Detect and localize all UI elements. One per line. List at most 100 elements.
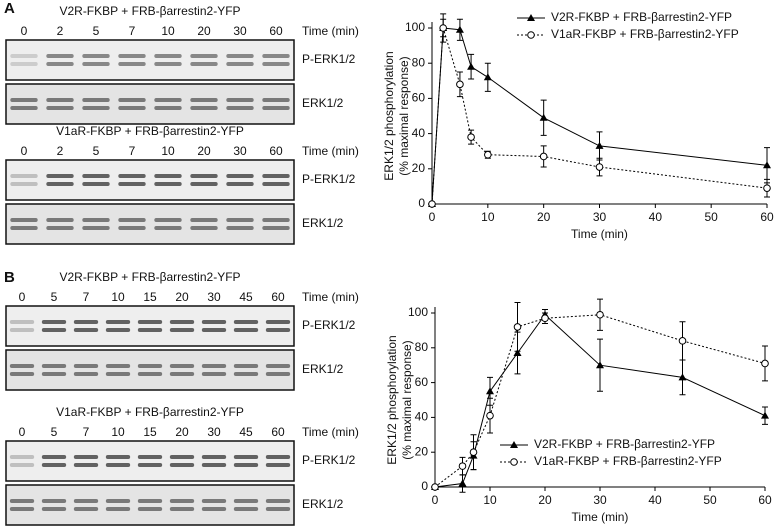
band [265,328,291,332]
band [73,455,99,459]
band [9,372,35,376]
panel-label: A [4,0,15,17]
marker [456,80,464,89]
band [137,507,163,511]
y-axis-label: ERK1/2 phosphorylation [385,335,399,464]
y-tick-label: 100 [408,305,428,319]
marker [458,479,467,487]
band [118,54,146,58]
x-tick-label: 30 [593,210,607,224]
blot-box [5,203,295,245]
y-tick-label: 60 [415,375,429,389]
band [82,54,110,58]
y-tick-label: 100 [405,20,425,34]
y-axis-label: (% maximal response) [400,340,414,459]
time-label: 10 [111,290,125,304]
band [154,226,182,230]
marker [513,349,522,357]
band [41,507,67,511]
band [169,372,195,376]
band [137,320,163,324]
marker [527,31,535,39]
x-tick-label: 60 [758,493,772,507]
time-label: 20 [197,144,211,158]
blot-title: V2R-FKBP + FRB-βarrestin2-YFP [59,4,240,18]
band [105,507,131,511]
band [201,328,227,332]
marker [455,25,464,33]
band [46,98,74,102]
y-tick-label: 20 [412,161,426,175]
band [10,62,38,66]
band [73,320,99,324]
band [118,62,146,66]
marker [596,310,604,319]
x-tick-label: 0 [432,493,439,507]
band [262,106,290,110]
band [105,372,131,376]
band [154,218,182,222]
band [233,507,259,511]
x-tick-label: 20 [538,493,552,507]
band [41,364,67,368]
marker [595,141,604,149]
band [82,106,110,110]
band [137,455,163,459]
time-label: 7 [129,144,136,158]
time-label: 20 [175,425,189,439]
time-label: 60 [269,144,283,158]
time-label: 10 [161,24,175,38]
band-label: P-ERK1/2 [302,172,356,186]
x-tick-label: 10 [483,493,497,507]
band [118,218,146,222]
legend-label: V2R-FKBP + FRB-βarrestin2-YFP [551,10,732,24]
time-label: 0 [19,425,26,439]
band [265,499,291,503]
band [226,54,254,58]
time-label: 10 [161,144,175,158]
band [262,226,290,230]
band [137,463,163,467]
band [10,98,38,102]
band [105,364,131,368]
marker [510,441,518,448]
band [190,62,218,66]
band [262,218,290,222]
band [226,106,254,110]
band [226,218,254,222]
time-label: 30 [233,144,247,158]
marker [467,133,475,141]
y-tick-label: 0 [421,479,428,493]
blot-box [5,484,295,526]
band [73,463,99,467]
marker [761,359,769,368]
band [41,499,67,503]
band [9,455,35,459]
band [46,226,74,230]
band-label: P-ERK1/2 [302,453,356,467]
band [10,226,38,230]
marker [539,152,548,161]
band [82,218,110,222]
blot-box [5,305,295,347]
marker [486,387,494,395]
time-label: 45 [239,425,253,439]
band [82,174,110,178]
band [46,62,74,66]
band [233,463,259,467]
band [9,499,35,503]
x-tick-label: 50 [704,210,718,224]
band [105,455,131,459]
band [82,62,110,66]
band [46,218,74,222]
time-label: 15 [143,425,157,439]
time-label: 5 [51,425,58,439]
x-axis-label: Time (min) [571,227,628,241]
band [137,372,163,376]
x-tick-label: 40 [648,493,662,507]
x-tick-label: 30 [593,493,607,507]
band [265,463,291,467]
x-tick-label: 20 [537,210,551,224]
band [233,364,259,368]
band [265,507,291,511]
